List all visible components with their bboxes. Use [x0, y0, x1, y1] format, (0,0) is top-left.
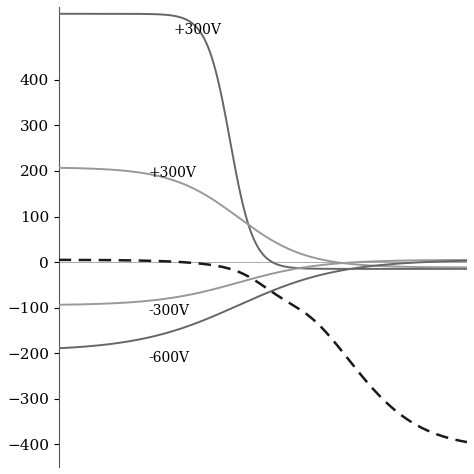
Text: -600V: -600V [148, 351, 190, 365]
Text: +300V: +300V [173, 23, 221, 36]
Text: -300V: -300V [148, 304, 190, 318]
Text: +300V: +300V [148, 166, 196, 180]
